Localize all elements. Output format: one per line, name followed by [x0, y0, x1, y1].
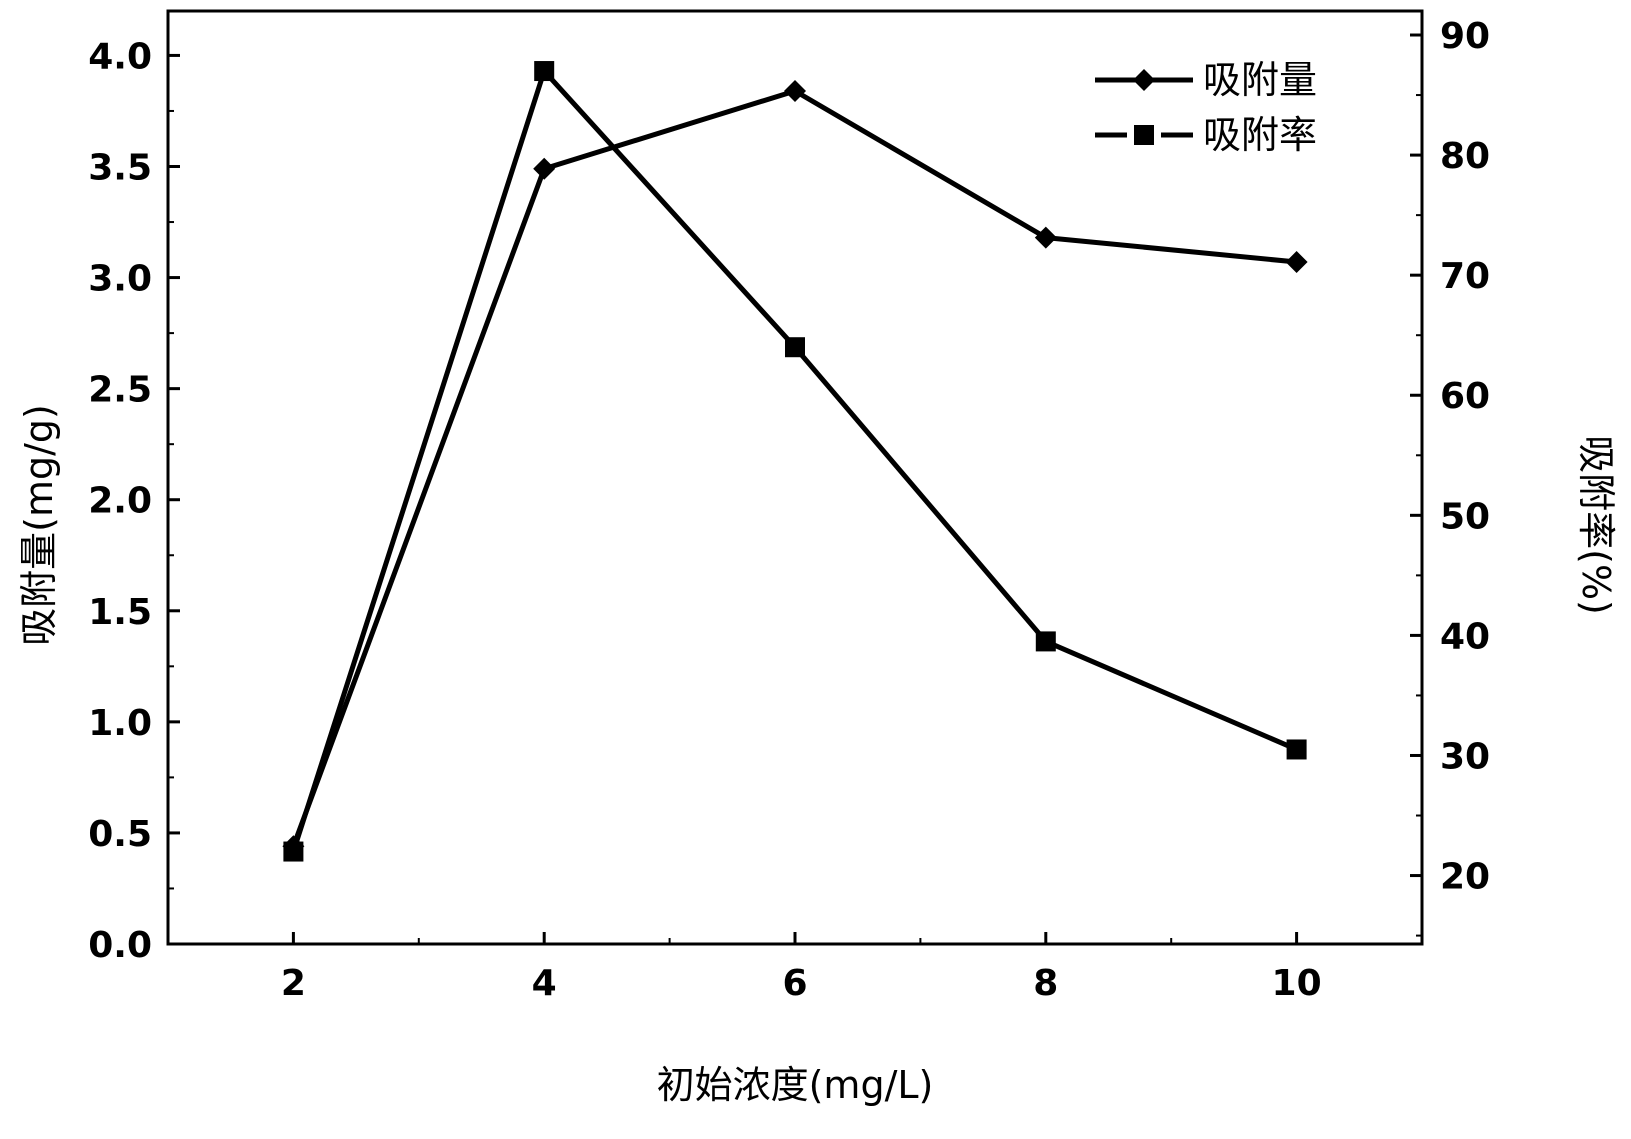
y-left-tick-label: 1.0 [88, 703, 152, 744]
legend-marker [1133, 69, 1155, 91]
data-point [784, 79, 806, 102]
y-left-tick-label: 3.5 [88, 148, 152, 189]
y-right-tick-label: 40 [1440, 616, 1490, 657]
y-axis-left-title: 吸附量(mg/g) [17, 404, 61, 646]
x-tick-label: 6 [782, 963, 807, 1004]
data-point [283, 841, 304, 862]
y-right-tick-label: 60 [1440, 376, 1490, 417]
series-layer [282, 61, 1308, 862]
y-left-tick-label: 4.0 [88, 36, 152, 77]
y-left-tick-label: 2.0 [88, 481, 152, 522]
y-right-tick-label: 30 [1440, 736, 1490, 777]
series-2 [283, 61, 1307, 862]
y-axis-right-title: 吸附率(%) [1574, 435, 1618, 615]
y-right-tick-label: 80 [1440, 136, 1490, 177]
legend-item: 吸附率 [1095, 113, 1317, 157]
x-tick-label: 10 [1272, 963, 1322, 1004]
x-tick-label: 8 [1033, 963, 1058, 1004]
y-right-tick-label: 70 [1440, 256, 1490, 297]
data-point [534, 61, 555, 82]
data-point [1285, 251, 1308, 274]
y-left-tick-label: 1.5 [88, 592, 152, 633]
data-point [785, 337, 805, 358]
x-tick-label: 4 [532, 963, 557, 1004]
data-point [1035, 631, 1056, 652]
series-line [290, 68, 1300, 855]
legend-marker [1134, 125, 1154, 145]
x-axis-title: 初始浓度(mg/L) [657, 1063, 934, 1107]
y-left-tick-label: 3.0 [88, 259, 152, 300]
y-left-tick-label: 0.5 [88, 814, 152, 855]
y-left-tick-label: 0.0 [88, 925, 152, 966]
y-right-tick-label: 90 [1440, 16, 1490, 57]
legend-item: 吸附量 [1095, 58, 1317, 102]
legend-label: 吸附量 [1203, 58, 1317, 102]
y-right-tick-label: 50 [1440, 496, 1490, 537]
data-point [533, 157, 556, 180]
legend-label: 吸附率 [1203, 113, 1317, 157]
series-1 [282, 79, 1308, 858]
data-point [1286, 739, 1307, 760]
ticks-layer: 2 4 6 8 10 0.0 0.5 1.0 1.5 2.0 2.5 3.0 3.5 4.0 20 30 40 5… [88, 16, 1490, 1004]
data-point [1034, 226, 1057, 249]
series-line [290, 88, 1300, 849]
x-tick-label: 2 [281, 963, 306, 1004]
y-left-tick-label: 2.5 [88, 370, 152, 411]
y-right-tick-label: 20 [1440, 857, 1490, 898]
